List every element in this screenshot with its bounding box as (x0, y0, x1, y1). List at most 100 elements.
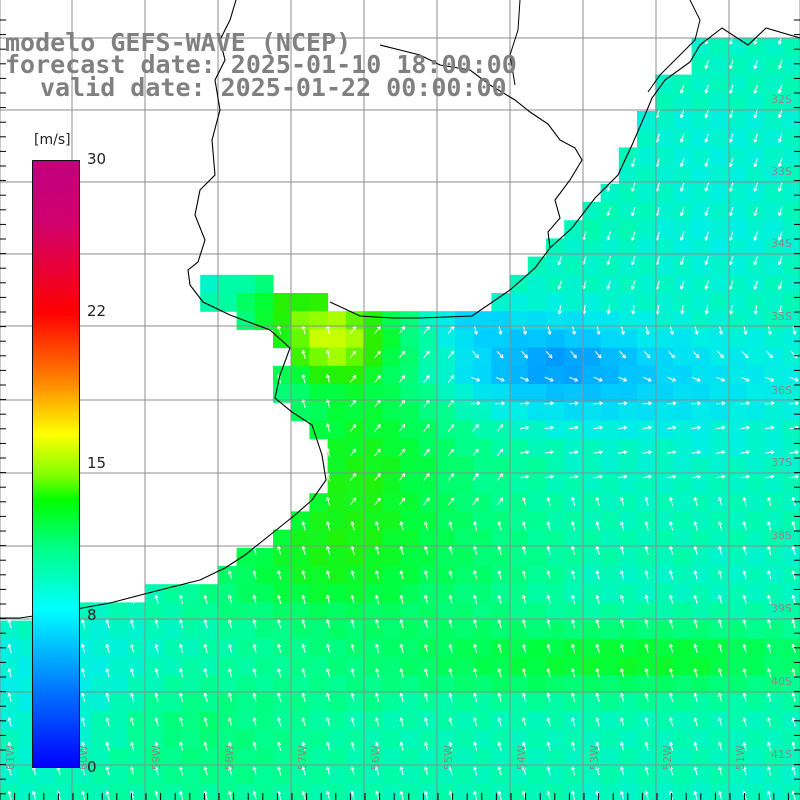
wind-cell (582, 456, 602, 476)
wind-arrow (594, 350, 602, 359)
wind-arrow-head (595, 693, 598, 697)
wind-arrow-head (424, 546, 426, 550)
wind-arrow-head (399, 595, 402, 599)
wind-cell (291, 566, 310, 585)
wind-arrow (743, 521, 747, 531)
lat-label: 33S (771, 165, 792, 178)
wind-arrow-head (718, 791, 720, 795)
wind-arrow-head (130, 717, 132, 722)
wind-arrow-head (497, 693, 500, 697)
wind-arrow (326, 791, 331, 800)
wind-arrow-head (448, 546, 451, 550)
wind-arrow-head (571, 546, 573, 550)
wind-arrow (498, 521, 502, 531)
wind-cell (764, 638, 784, 658)
wind-arrow (398, 448, 406, 457)
wind-arrow-head (546, 668, 549, 673)
wind-arrow (743, 644, 747, 653)
wind-arrow (449, 619, 453, 629)
wind-arrow-head (624, 354, 626, 359)
wind-arrow-head (754, 310, 758, 315)
wind-cell (637, 675, 656, 694)
wind-arrow (767, 742, 772, 751)
wind-cell (509, 566, 529, 585)
wind-cell (473, 638, 492, 658)
wind-cell (400, 438, 420, 458)
wind-arrow (449, 546, 453, 555)
wind-arrow (375, 742, 380, 751)
wind-arrow-head (375, 619, 377, 624)
wind-cell (582, 748, 602, 767)
wind-cell (327, 511, 347, 531)
lon-label: 58W (223, 745, 236, 770)
wind-cell (546, 693, 565, 713)
wind-cell (618, 620, 638, 640)
wind-arrow (718, 693, 723, 702)
wind-arrow-head (228, 717, 230, 722)
wind-arrow-head (501, 377, 505, 382)
wind-cell (473, 365, 492, 385)
wind-arrow (767, 693, 772, 702)
wind-cell (764, 748, 784, 767)
wind-cell (564, 475, 583, 494)
wind-arrow-head (791, 570, 794, 575)
wind-arrow (642, 426, 652, 430)
wind-cell (600, 748, 620, 767)
wind-arrow-head (376, 350, 381, 353)
wind-cell (127, 693, 147, 713)
lon-label: 59W (150, 745, 163, 770)
wind-cell (291, 620, 310, 640)
wind-cell (509, 638, 529, 658)
wind-cell (455, 438, 474, 458)
wind-arrow (743, 497, 747, 506)
wind-cell (709, 638, 729, 658)
wind-cell (746, 111, 765, 130)
wind-cell (782, 420, 800, 440)
wind-arrow-head (599, 425, 603, 428)
wind-arrow-head (697, 425, 701, 428)
wind-arrow (498, 644, 502, 653)
wind-arrow-head (326, 570, 328, 575)
wind-cell (400, 547, 420, 567)
wind-cell (218, 748, 238, 767)
wind-arrow-head (7, 791, 10, 795)
wind-arrow-head (680, 139, 684, 143)
wind-cell (764, 693, 784, 713)
wind-cell (436, 584, 456, 603)
wind-cell (691, 529, 711, 549)
wind-cell (728, 693, 747, 713)
wind-cell (345, 493, 365, 512)
wind-cell (709, 183, 729, 203)
wind-cell (273, 711, 292, 731)
wind-cell (655, 365, 674, 385)
wind-arrow-head (522, 766, 524, 771)
wind-arrow-head (571, 644, 573, 648)
wind-arrow (547, 619, 551, 629)
wind-arrow-head (130, 791, 132, 795)
wind-arrow (522, 521, 527, 531)
wind-arrow (277, 619, 282, 629)
wind-arrow-head (424, 742, 426, 746)
wind-arrow (767, 497, 772, 506)
wind-arrow (302, 595, 306, 604)
wind-cell (400, 711, 420, 731)
wind-cell (637, 511, 656, 531)
wind-arrow-head (7, 766, 10, 771)
wind-cell (364, 329, 383, 349)
wind-arrow-head (794, 330, 797, 335)
wind-cell (327, 438, 347, 458)
lon-label: 56W (369, 745, 382, 770)
wind-arrow (778, 158, 783, 167)
wind-cell (673, 347, 693, 367)
wind-cell (273, 293, 292, 312)
wind-arrow (8, 668, 12, 678)
wind-arrow (81, 668, 86, 678)
wind-arrow-head (595, 570, 598, 575)
wind-cell (345, 602, 365, 622)
wind-arrow-head (767, 644, 769, 648)
wind-cell (637, 693, 656, 713)
wind-cell (527, 293, 547, 312)
wind-arrow-head (648, 377, 652, 382)
wind-cell (782, 165, 800, 185)
wind-arrow (179, 791, 184, 800)
